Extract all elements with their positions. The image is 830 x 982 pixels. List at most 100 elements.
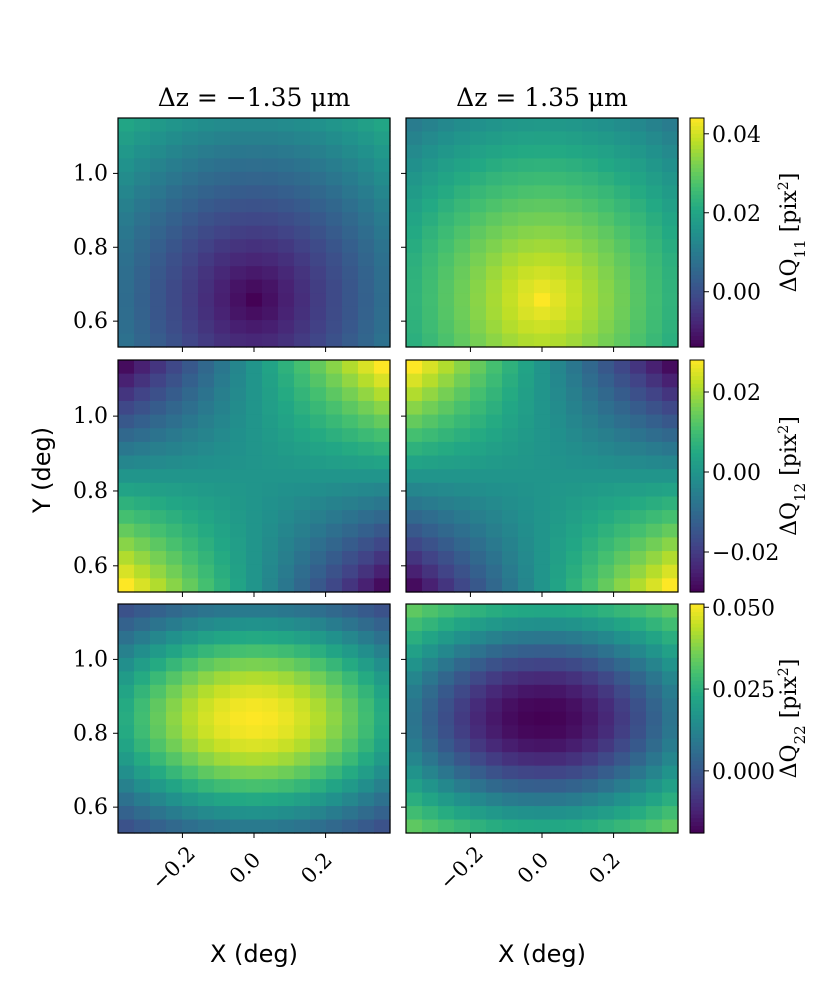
heatmap-cell: [566, 510, 583, 525]
heatmap-cell: [550, 266, 567, 281]
heatmap-cell: [214, 806, 231, 821]
heatmap-cell: [550, 373, 567, 388]
heatmap-cell: [134, 578, 151, 593]
heatmap-cell: [166, 225, 183, 240]
heatmap-cell: [614, 496, 631, 511]
heatmap-cell: [326, 239, 343, 254]
heatmap-cell: [470, 387, 487, 402]
heatmap-cell: [118, 482, 135, 498]
heatmap-cell: [214, 279, 231, 294]
heatmap-cell: [406, 279, 423, 294]
heatmap-cell: [278, 819, 295, 834]
heatmap-cell: [118, 671, 135, 686]
heatmap-cell: [422, 496, 439, 511]
colorbar-step: [690, 198, 704, 203]
colorbar-step: [690, 787, 704, 792]
heatmap-cell: [150, 185, 167, 200]
heatmap-cell: [598, 684, 615, 699]
heatmap-cell: [438, 212, 455, 227]
heatmap-cell: [502, 482, 519, 498]
heatmap-cell: [342, 510, 359, 525]
heatmap-cell: [326, 373, 343, 388]
heatmap-cell: [166, 144, 183, 160]
panel-q12-col1: [113, 359, 391, 597]
heatmap-cell: [134, 414, 151, 429]
heatmap-cell: [598, 428, 615, 443]
heatmap-cell: [150, 400, 167, 416]
heatmap-cell: [598, 604, 615, 619]
heatmap-cell: [326, 537, 343, 552]
heatmap-cell: [646, 657, 663, 672]
heatmap-cell: [566, 698, 583, 713]
heatmap-cell: [214, 657, 231, 672]
heatmap-cell: [230, 266, 247, 281]
heatmap-cell: [662, 711, 679, 726]
heatmap-cell: [150, 684, 167, 699]
heatmap-cell: [630, 455, 647, 470]
colorbar-step: [690, 634, 704, 639]
heatmap-cell: [406, 644, 423, 659]
colorbar-step: [690, 526, 704, 531]
heatmap-cell: [582, 387, 599, 402]
heatmap-cell: [534, 537, 551, 552]
heatmap-cell: [374, 400, 391, 416]
heatmap-cell: [534, 644, 551, 659]
heatmap-cell: [118, 225, 135, 240]
heatmap-cell: [454, 293, 471, 308]
heatmap-cell: [486, 765, 503, 780]
heatmap-cell: [406, 564, 423, 579]
heatmap-cell: [246, 510, 263, 525]
heatmap-cell: [278, 360, 295, 375]
heatmap-cell: [438, 671, 455, 686]
heatmap-cell: [486, 373, 503, 388]
heatmap-cell: [646, 792, 663, 807]
colorbar-step: [690, 564, 704, 570]
heatmap-cell: [134, 765, 151, 780]
heatmap-cell: [422, 279, 439, 294]
heatmap-cell: [566, 428, 583, 443]
heatmap-cell: [374, 806, 391, 821]
heatmap-cell: [374, 551, 391, 566]
heatmap-cell: [374, 144, 391, 160]
heatmap-cell: [166, 698, 183, 713]
colorbar-step: [690, 425, 704, 431]
heatmap-cell: [438, 523, 455, 539]
heatmap-cell: [470, 617, 487, 632]
colorbar-step: [690, 125, 704, 131]
column-title-prefix: Δz =: [456, 83, 524, 112]
heatmap-cell: [246, 414, 263, 429]
heatmap-cell: [262, 604, 279, 619]
heatmap-cell: [214, 225, 231, 240]
colorbar-step: [690, 379, 704, 384]
heatmap-cell: [150, 279, 167, 294]
colorbar-step: [690, 506, 704, 512]
heatmap-cell: [294, 617, 311, 632]
heatmap-cell: [246, 212, 263, 227]
colorbar-step: [690, 456, 704, 462]
heatmap-cell: [630, 644, 647, 659]
heatmap-cell: [502, 131, 519, 146]
heatmap-cell: [550, 725, 567, 740]
heatmap-cell: [294, 523, 311, 539]
heatmap-cell: [294, 711, 311, 726]
heatmap-cell: [566, 441, 583, 457]
heatmap-cell: [230, 578, 247, 593]
heatmap-cell: [486, 752, 503, 767]
heatmap-cell: [262, 657, 279, 672]
heatmap-cell: [198, 671, 215, 686]
heatmap-cell: [246, 630, 263, 646]
colorbar-step: [690, 441, 704, 446]
heatmap-cell: [214, 373, 231, 388]
heatmap-cell: [166, 320, 183, 335]
heatmap-cell: [374, 333, 391, 348]
heatmap-cell: [166, 792, 183, 807]
colorbar-step: [690, 159, 704, 165]
colorbar-step: [690, 611, 704, 617]
heatmap-cell: [166, 644, 183, 659]
heatmap-cell: [438, 469, 455, 484]
heatmap-cell: [534, 252, 551, 267]
heatmap-cell: [166, 212, 183, 227]
heatmap-cell: [550, 657, 567, 672]
heatmap-cell: [614, 266, 631, 281]
heatmap-cell: [342, 725, 359, 740]
